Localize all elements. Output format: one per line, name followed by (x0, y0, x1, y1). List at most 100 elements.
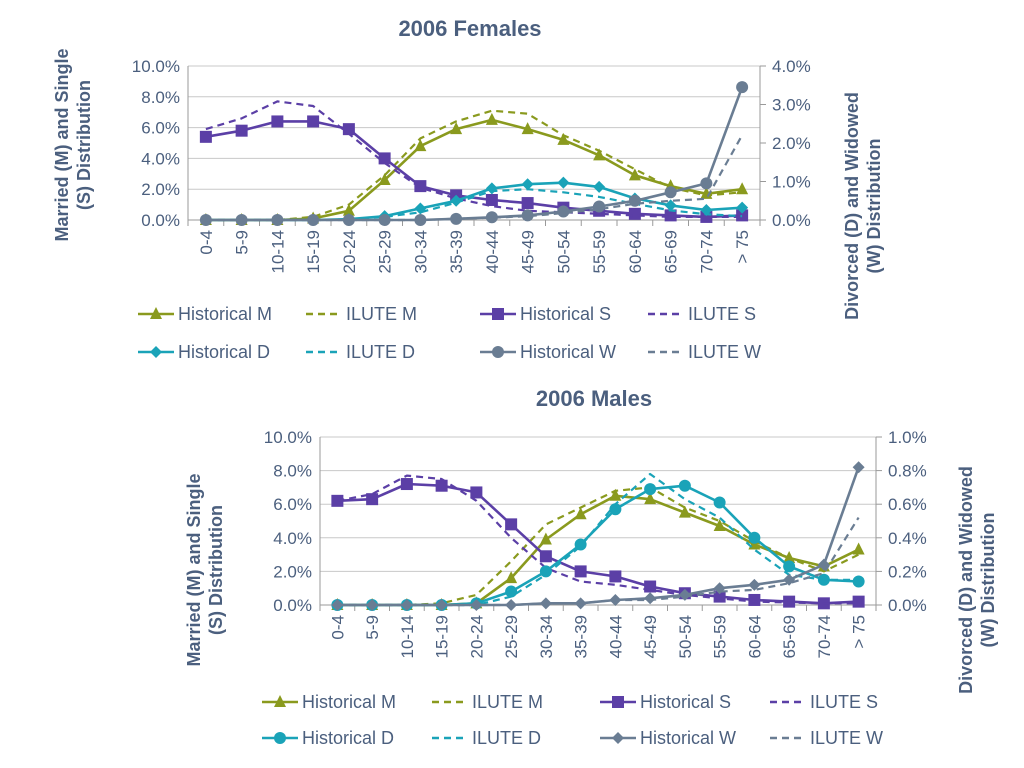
data-point-historical-s (521, 197, 534, 210)
series-ilute-m (205, 109, 743, 222)
x-tick-label: 40-44 (483, 230, 502, 273)
data-point-historical-d (521, 178, 534, 191)
y-tick-label: 4.0% (273, 529, 312, 548)
x-tick-label: 50-54 (676, 615, 695, 658)
series-line-ilute-s (337, 474, 859, 605)
legend-label-historical-m: Historical M (302, 692, 396, 712)
y-tick-label: 6.0% (273, 495, 312, 514)
data-point-historical-s (539, 550, 552, 563)
legend-marker-historical-s (612, 696, 624, 708)
legend-label-ilute-m: ILUTE M (346, 304, 417, 324)
data-point-historical-m (574, 507, 587, 520)
legend-label-ilute-d: ILUTE D (472, 728, 541, 748)
x-tick-label: 50-54 (554, 230, 573, 273)
x-tick-label: 65-69 (662, 230, 681, 273)
x-tick-label: 55-59 (590, 230, 609, 273)
legend-marker-historical-s (492, 308, 504, 320)
axis-title-line: (W) Distribution (978, 513, 998, 648)
data-point-historical-s (400, 478, 413, 491)
y2-tick-label: 3.0% (772, 96, 811, 115)
data-point-historical-s (378, 152, 391, 165)
series-historical-d (331, 479, 865, 611)
data-point-historical-s (748, 593, 761, 606)
y2-tick-label: 0.0% (772, 211, 811, 230)
data-point-historical-s (609, 570, 622, 583)
series-ilute-w (337, 517, 860, 607)
data-point-historical-m (450, 122, 463, 135)
data-point-historical-w (700, 177, 713, 190)
data-point-historical-w (435, 599, 448, 611)
x-tick-label: 20-24 (340, 230, 359, 273)
y2-tick-label: 0.4% (888, 529, 927, 548)
data-point-historical-s (505, 518, 518, 531)
chart-title: 2006 Males (536, 386, 652, 411)
data-point-historical-w (271, 214, 284, 226)
data-point-historical-w (331, 599, 344, 611)
data-point-historical-m (414, 139, 427, 152)
data-point-historical-w (736, 81, 749, 94)
data-point-historical-s (235, 124, 248, 137)
data-point-historical-m (644, 492, 657, 505)
y2-axis-title: Divorced (D) and Widowed (W) Distribution (842, 92, 884, 320)
x-tick-label: 70-74 (697, 230, 716, 273)
data-point-historical-w (644, 592, 657, 605)
series-ilute-w (205, 134, 744, 222)
data-point-historical-s (366, 493, 379, 506)
data-point-historical-d (557, 176, 570, 189)
data-point-historical-m (593, 148, 606, 161)
y2-tick-label: 2.0% (772, 134, 811, 153)
data-point-historical-w (557, 205, 570, 218)
data-point-historical-w (664, 186, 677, 199)
data-point-historical-w (400, 599, 413, 611)
data-point-historical-s (470, 486, 483, 499)
series-historical-m (199, 112, 749, 225)
x-tick-label: > 75 (850, 615, 869, 649)
series-historical-s (331, 478, 865, 610)
legend-label-ilute-w: ILUTE W (810, 728, 883, 748)
series-historical-s (199, 115, 749, 223)
x-tick-label: 35-39 (447, 230, 466, 273)
data-point-historical-w (521, 209, 534, 222)
y-tick-label: 4.0% (141, 149, 180, 168)
x-tick-label: 10-14 (268, 230, 287, 273)
data-point-historical-m (678, 505, 691, 518)
legend-label-historical-s: Historical S (640, 692, 731, 712)
series-line-ilute-m (205, 109, 743, 222)
data-point-historical-d (783, 560, 796, 573)
series-line-historical-s (337, 482, 859, 605)
chart-2006-females: 2006 Females 0.0% 2.0% 4.0% 6.0% 8.0% 10.0% 0.0… (52, 16, 884, 362)
legend-label-ilute-s: ILUTE S (688, 304, 756, 324)
data-point-historical-m (557, 132, 570, 145)
data-point-historical-s (852, 595, 865, 608)
legend-label-historical-m: Historical M (178, 304, 272, 324)
data-point-historical-d (664, 199, 677, 212)
x-tick-label: 15-19 (433, 615, 452, 658)
series-line-historical-w (205, 86, 744, 222)
x-tick-label: 45-49 (519, 230, 538, 273)
data-point-historical-m (628, 168, 641, 181)
x-tick-label: 10-14 (398, 615, 417, 658)
legend-label-ilute-m: ILUTE M (472, 692, 543, 712)
y-axis-title: Married (M) and Single (S) Distribution (184, 473, 226, 666)
chart-title: 2006 Females (398, 16, 541, 41)
legend-label-historical-d: Historical D (178, 342, 270, 362)
axis-title-line: Divorced (D) and Widowed (956, 466, 976, 694)
y-tick-label: 2.0% (141, 180, 180, 199)
data-point-historical-m (342, 203, 355, 216)
x-tick-label: 70-74 (815, 615, 834, 658)
data-point-historical-w (678, 588, 691, 601)
x-tick-label: 20-24 (467, 615, 486, 658)
data-point-historical-m (852, 542, 865, 555)
y-axis-title: Married (M) and Single (S) Distribution (52, 48, 94, 241)
y-tick-label: 0.0% (273, 596, 312, 615)
data-point-historical-m (378, 172, 391, 185)
x-tick-label: 45-49 (641, 615, 660, 658)
series-line-ilute-s (205, 100, 743, 218)
data-point-historical-s (199, 130, 212, 143)
data-point-historical-d (678, 479, 691, 492)
data-point-historical-s (628, 207, 641, 220)
legend-marker-historical-w (492, 346, 504, 358)
data-point-historical-w (235, 214, 248, 226)
data-point-historical-s (331, 494, 344, 507)
data-point-historical-s (664, 209, 677, 222)
